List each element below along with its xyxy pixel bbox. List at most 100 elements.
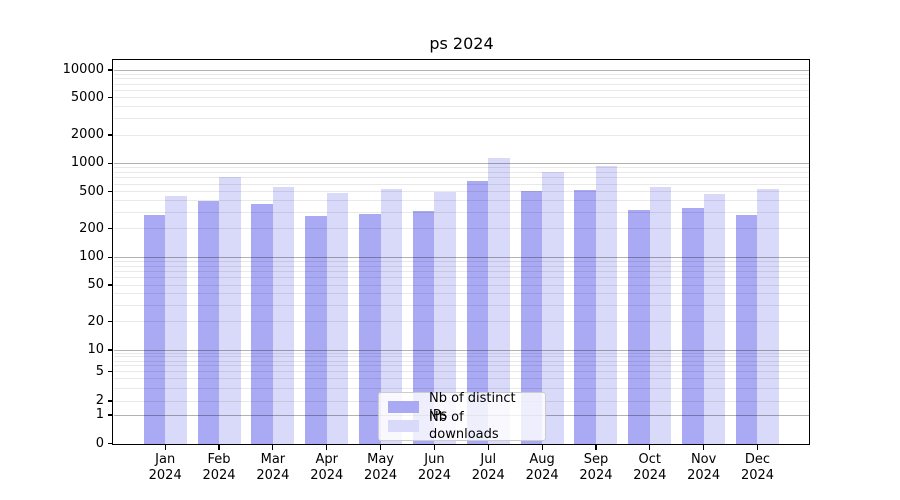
y-tick — [108, 371, 113, 373]
x-tick-label: Jan 2024 — [148, 452, 182, 483]
x-tick — [649, 445, 651, 450]
gridline-minor — [114, 106, 809, 108]
bar-downloads — [380, 188, 403, 444]
gridline-minor — [114, 117, 809, 119]
gridline-minor — [114, 371, 809, 373]
gridline-minor — [114, 271, 809, 273]
y-tick — [108, 69, 113, 71]
gridline-minor — [114, 321, 809, 323]
gridline-minor — [114, 365, 809, 367]
y-tick-label: 500 — [79, 183, 104, 199]
bar-distinct-ips — [520, 190, 543, 444]
y-tick-label: 50 — [87, 277, 104, 292]
y-tick-label: 5 — [95, 363, 104, 379]
y-tick — [108, 134, 113, 136]
bar-distinct-ips — [466, 180, 489, 444]
bar-distinct-ips — [682, 207, 704, 444]
y-tick — [108, 97, 113, 99]
y-tick-label: 200 — [79, 220, 104, 236]
bar-downloads — [326, 193, 349, 444]
x-tick — [541, 445, 543, 450]
gridline-minor — [114, 378, 809, 380]
bar-downloads — [272, 186, 295, 444]
chart-title: ps 2024 — [429, 34, 494, 53]
x-tick-label: Feb 2024 — [202, 452, 236, 483]
y-tick — [108, 284, 113, 286]
bar-downloads — [219, 176, 241, 444]
bar-distinct-ips — [143, 215, 166, 444]
x-tick — [164, 445, 166, 450]
bar-downloads — [649, 187, 672, 444]
bar-downloads — [703, 193, 726, 444]
gridline-minor — [114, 200, 809, 201]
gridline-minor — [114, 134, 809, 136]
y-tick-label: 100 — [79, 249, 104, 265]
y-tick-label: 10 — [87, 342, 104, 357]
gridline-minor — [114, 261, 809, 262]
bar-downloads — [488, 158, 510, 444]
x-tick — [433, 445, 435, 450]
x-tick — [703, 445, 705, 450]
x-tick — [218, 445, 220, 450]
gridline-major — [114, 349, 809, 351]
gridline-minor — [114, 387, 809, 389]
y-tick-label: 10000 — [62, 62, 104, 77]
gridline-minor — [114, 177, 809, 179]
x-tick — [326, 445, 328, 450]
gridline-minor — [114, 89, 809, 91]
y-tick — [108, 400, 113, 402]
gridline-minor — [114, 83, 809, 85]
y-tick-label: 1 — [95, 407, 104, 422]
x-tick-label: Nov 2024 — [687, 452, 721, 483]
gridline-minor — [114, 228, 809, 229]
gridline-minor — [114, 304, 809, 306]
y-tick-label: 5000 — [70, 89, 104, 105]
gridline-minor — [114, 293, 809, 295]
bar-downloads — [542, 172, 564, 444]
gridline-minor — [114, 191, 809, 192]
bar-distinct-ips — [628, 209, 650, 444]
x-tick — [487, 445, 489, 450]
bar-distinct-ips — [735, 215, 758, 444]
x-tick-label: May 2024 — [364, 452, 398, 483]
gridline-minor — [114, 78, 809, 80]
x-tick-label: Oct 2024 — [633, 452, 667, 483]
bar-distinct-ips — [251, 203, 273, 444]
legend-label-distinct-ips: Nb of distinct IPs — [429, 390, 516, 423]
bar-distinct-ips — [305, 216, 327, 444]
x-tick — [595, 445, 597, 450]
x-tick-label: Jun 2024 — [417, 452, 451, 483]
bar-downloads — [595, 165, 618, 444]
y-tick-label: 2 — [95, 393, 104, 408]
gridline-minor — [114, 211, 809, 213]
y-tick — [108, 349, 113, 351]
y-tick-label: 20 — [87, 313, 104, 329]
gridline-minor — [114, 97, 809, 99]
gridline-minor — [114, 171, 809, 173]
y-tick — [108, 256, 113, 258]
x-tick-label: Mar 2024 — [256, 452, 290, 483]
gridline-major — [114, 69, 809, 71]
x-tick — [272, 445, 274, 450]
x-tick-label: Aug 2024 — [525, 452, 559, 483]
bar-downloads — [434, 191, 456, 444]
x-tick-label: Jul 2024 — [471, 452, 505, 483]
bar-downloads — [165, 196, 187, 444]
y-tick — [108, 414, 113, 416]
bar-downloads — [757, 189, 779, 444]
legend-label-downloads: Nb of downloads — [429, 409, 499, 442]
bar-distinct-ips — [412, 210, 435, 444]
bar-distinct-ips — [359, 214, 381, 444]
gridline-minor — [114, 356, 809, 358]
y-tick-label: 0 — [95, 435, 104, 451]
y-tick-label: 2000 — [70, 127, 104, 142]
x-tick-label: Dec 2024 — [740, 452, 775, 483]
legend-swatch-distinct-ips — [388, 400, 419, 413]
legend-swatch-downloads — [388, 419, 419, 432]
gridline-minor — [114, 265, 809, 267]
y-tick — [108, 321, 113, 323]
gridline-minor — [114, 277, 809, 279]
x-tick — [756, 445, 759, 450]
x-tick — [379, 445, 382, 450]
y-tick — [108, 190, 113, 193]
